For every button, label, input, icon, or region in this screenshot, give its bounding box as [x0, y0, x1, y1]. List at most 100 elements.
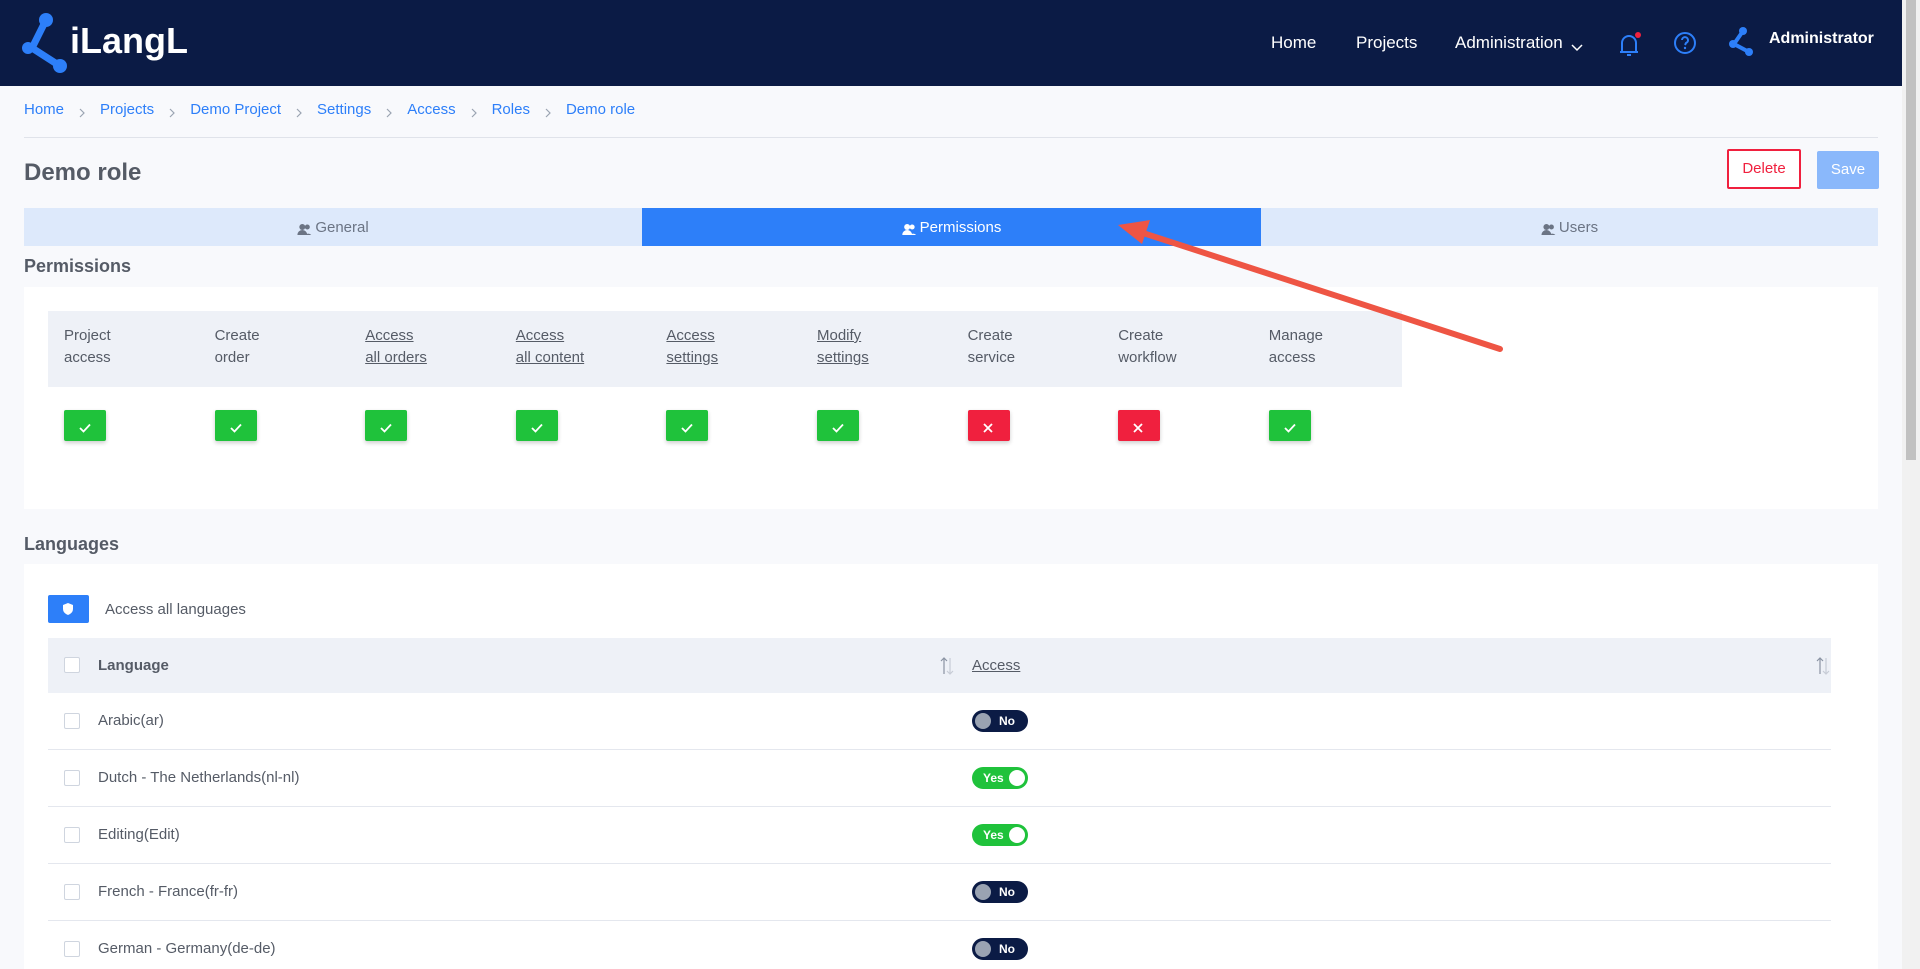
toggle-label: No: [999, 714, 1015, 728]
row-checkbox[interactable]: [64, 770, 80, 786]
logo-icon: [22, 13, 67, 73]
table-header: [48, 638, 1831, 693]
permission-label: Create: [1118, 327, 1164, 344]
permission-label: all orders: [365, 349, 427, 366]
permission-icon: [380, 420, 392, 438]
permission-label: access: [1268, 349, 1316, 366]
permission-icon: [1133, 420, 1143, 438]
row-checkbox[interactable]: [64, 941, 80, 957]
access-toggle[interactable]: Yes: [972, 824, 1028, 846]
tab-icon: [901, 222, 916, 239]
notifications-icon[interactable]: [1614, 30, 1644, 60]
breadcrumb-link[interactable]: Settings: [317, 101, 372, 118]
toggle-knob: [1009, 770, 1025, 786]
row-divider: [48, 749, 1831, 750]
row-divider: [48, 863, 1831, 864]
permission-icon: [1284, 420, 1296, 438]
permission-label: Modify: [817, 327, 862, 344]
breadcrumb-separator: [470, 105, 478, 123]
tab[interactable]: Users: [1261, 208, 1878, 246]
row-checkbox[interactable]: [64, 827, 80, 843]
permission-toggle[interactable]: [515, 410, 558, 441]
column-header[interactable]: Access: [972, 657, 1021, 674]
permission-icon: [229, 420, 242, 438]
toggle-label: Yes: [983, 771, 1004, 785]
breadcrumb-link[interactable]: Roles: [491, 101, 530, 118]
delete-button[interactable]: Delete: [1727, 149, 1801, 189]
user-avatar[interactable]: [1728, 26, 1756, 56]
permission-label: access: [64, 349, 111, 366]
permission-toggle[interactable]: [666, 410, 709, 441]
nav-link[interactable]: Projects: [1356, 33, 1418, 52]
nav-link[interactable]: Home: [1271, 33, 1317, 52]
permission-label: Create: [214, 327, 260, 344]
tab-label: General: [297, 219, 369, 236]
access-toggle[interactable]: No: [972, 881, 1028, 903]
permission-toggle[interactable]: [1118, 410, 1161, 441]
section-title: Permissions: [24, 256, 132, 276]
permission-toggle[interactable]: [64, 410, 106, 441]
breadcrumb-link[interactable]: Projects: [100, 101, 155, 118]
languages-card: Access all languages Language Access Arabic…: [24, 564, 1878, 969]
tab-label: Users: [1540, 219, 1598, 239]
permission-label: Project: [64, 327, 111, 344]
language-name: Dutch - The Netherlands(nl-nl): [98, 769, 300, 786]
tab-icon: [1540, 222, 1555, 239]
top-bar: [0, 0, 1902, 86]
permission-label: Create: [967, 327, 1013, 344]
permission-toggle[interactable]: [214, 410, 257, 441]
dropdown-caret: [1571, 39, 1583, 57]
breadcrumb-separator: [168, 105, 176, 123]
permission-label: service: [967, 349, 1016, 366]
column-header[interactable]: Language: [98, 657, 169, 674]
toggle-knob: [975, 941, 991, 957]
tab[interactable]: General: [24, 208, 642, 246]
toggle-knob: [975, 713, 991, 729]
nav-link[interactable]: Administration: [1455, 33, 1563, 52]
permission-toggle[interactable]: [365, 410, 408, 441]
toggle-knob: [975, 884, 991, 900]
breadcrumb-separator: [78, 105, 86, 123]
breadcrumb-separator: [544, 105, 552, 123]
permission-icon: [982, 420, 993, 438]
breadcrumb-link[interactable]: Home: [24, 101, 65, 118]
access-all-button[interactable]: [48, 595, 89, 623]
breadcrumb-link[interactable]: Demo role: [565, 101, 636, 118]
breadcrumb-link[interactable]: Demo Project: [190, 101, 282, 118]
row-divider: [48, 920, 1831, 921]
row-divider: [48, 806, 1831, 807]
logo-text[interactable]: iLangL: [70, 20, 188, 61]
row-checkbox[interactable]: [64, 884, 80, 900]
permission-label: settings: [666, 349, 719, 366]
sort-icon: [939, 656, 955, 681]
access-all-label: Access all languages: [105, 601, 246, 618]
page-title: Demo role: [24, 159, 142, 186]
permission-label: Manage: [1268, 327, 1324, 344]
shield-icon: [62, 602, 74, 621]
save-button[interactable]: Save: [1817, 151, 1879, 189]
scrollbar-thumb[interactable]: [1906, 0, 1916, 460]
permissions-card: Project access Create order Access all orders…: [24, 287, 1878, 509]
user-name[interactable]: Administrator: [1769, 30, 1874, 47]
permission-label: Access: [666, 327, 715, 344]
permission-label: Access: [515, 327, 565, 344]
breadcrumb-divider: [24, 137, 1878, 138]
language-name: Editing(Edit): [98, 826, 180, 843]
permission-toggle[interactable]: [967, 410, 1010, 441]
permission-icon: [832, 420, 844, 438]
breadcrumb-link[interactable]: Access: [407, 101, 456, 118]
permission-label: Access: [365, 327, 414, 344]
help-icon[interactable]: [1672, 30, 1698, 56]
tab[interactable]: Permissions: [642, 208, 1261, 246]
permission-toggle[interactable]: [1268, 410, 1311, 441]
language-name: German - Germany(de-de): [98, 940, 276, 957]
select-all-checkbox[interactable]: [64, 657, 80, 673]
toggle-label: No: [999, 885, 1015, 899]
access-toggle[interactable]: Yes: [972, 767, 1028, 789]
permission-label: workflow: [1118, 349, 1177, 366]
row-checkbox[interactable]: [64, 713, 80, 729]
permission-toggle[interactable]: [817, 410, 859, 441]
access-toggle[interactable]: No: [972, 938, 1028, 960]
access-toggle[interactable]: No: [972, 710, 1028, 732]
